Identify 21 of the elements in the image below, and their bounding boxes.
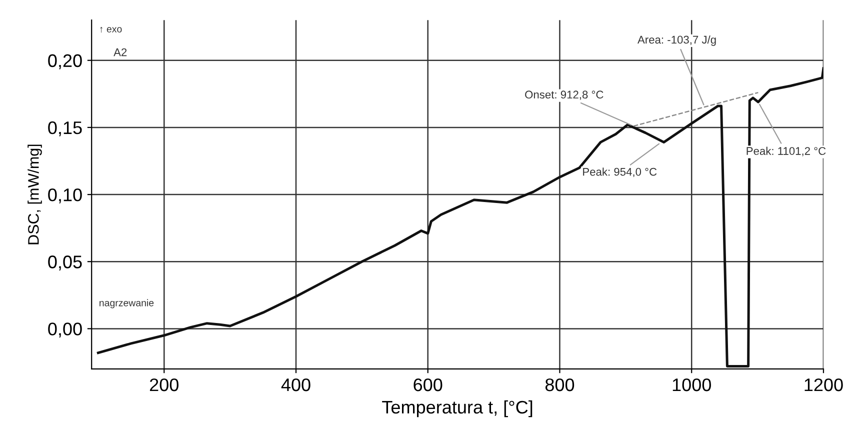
y-tick-label: 0,15: [48, 121, 82, 136]
line-series: [96, 67, 824, 368]
annotation: Onset: 912,8 °C: [525, 90, 604, 100]
x-tick-label: 1000: [672, 378, 711, 392]
annotation: Area: -103,7 J/g: [638, 35, 716, 46]
y-tick-label: 0,10: [48, 188, 82, 204]
x-tick-label: 600: [414, 378, 442, 392]
y-tick-label: 0,05: [48, 256, 82, 270]
annotation: Peak: 1101,2 °C: [746, 146, 826, 156]
annotation: nagrzewanie: [100, 299, 154, 308]
annotation: A2: [114, 48, 127, 56]
y-axis-title: DSC, [mW/mg]: [28, 144, 42, 244]
x-tick-label: 1200: [804, 378, 843, 392]
x-axis-title: Temperatura t, [°C]: [382, 400, 532, 418]
y-tick-label: 0,00: [48, 322, 82, 338]
y-tick-label: 0,20: [48, 54, 82, 70]
annotation: ↑ exo: [100, 26, 122, 33]
x-tick-label: 800: [545, 378, 574, 392]
x-tick-label: 400: [281, 378, 310, 392]
x-tick-label: 200: [150, 378, 178, 392]
annotation: Peak: 954,0 °C: [583, 168, 657, 178]
